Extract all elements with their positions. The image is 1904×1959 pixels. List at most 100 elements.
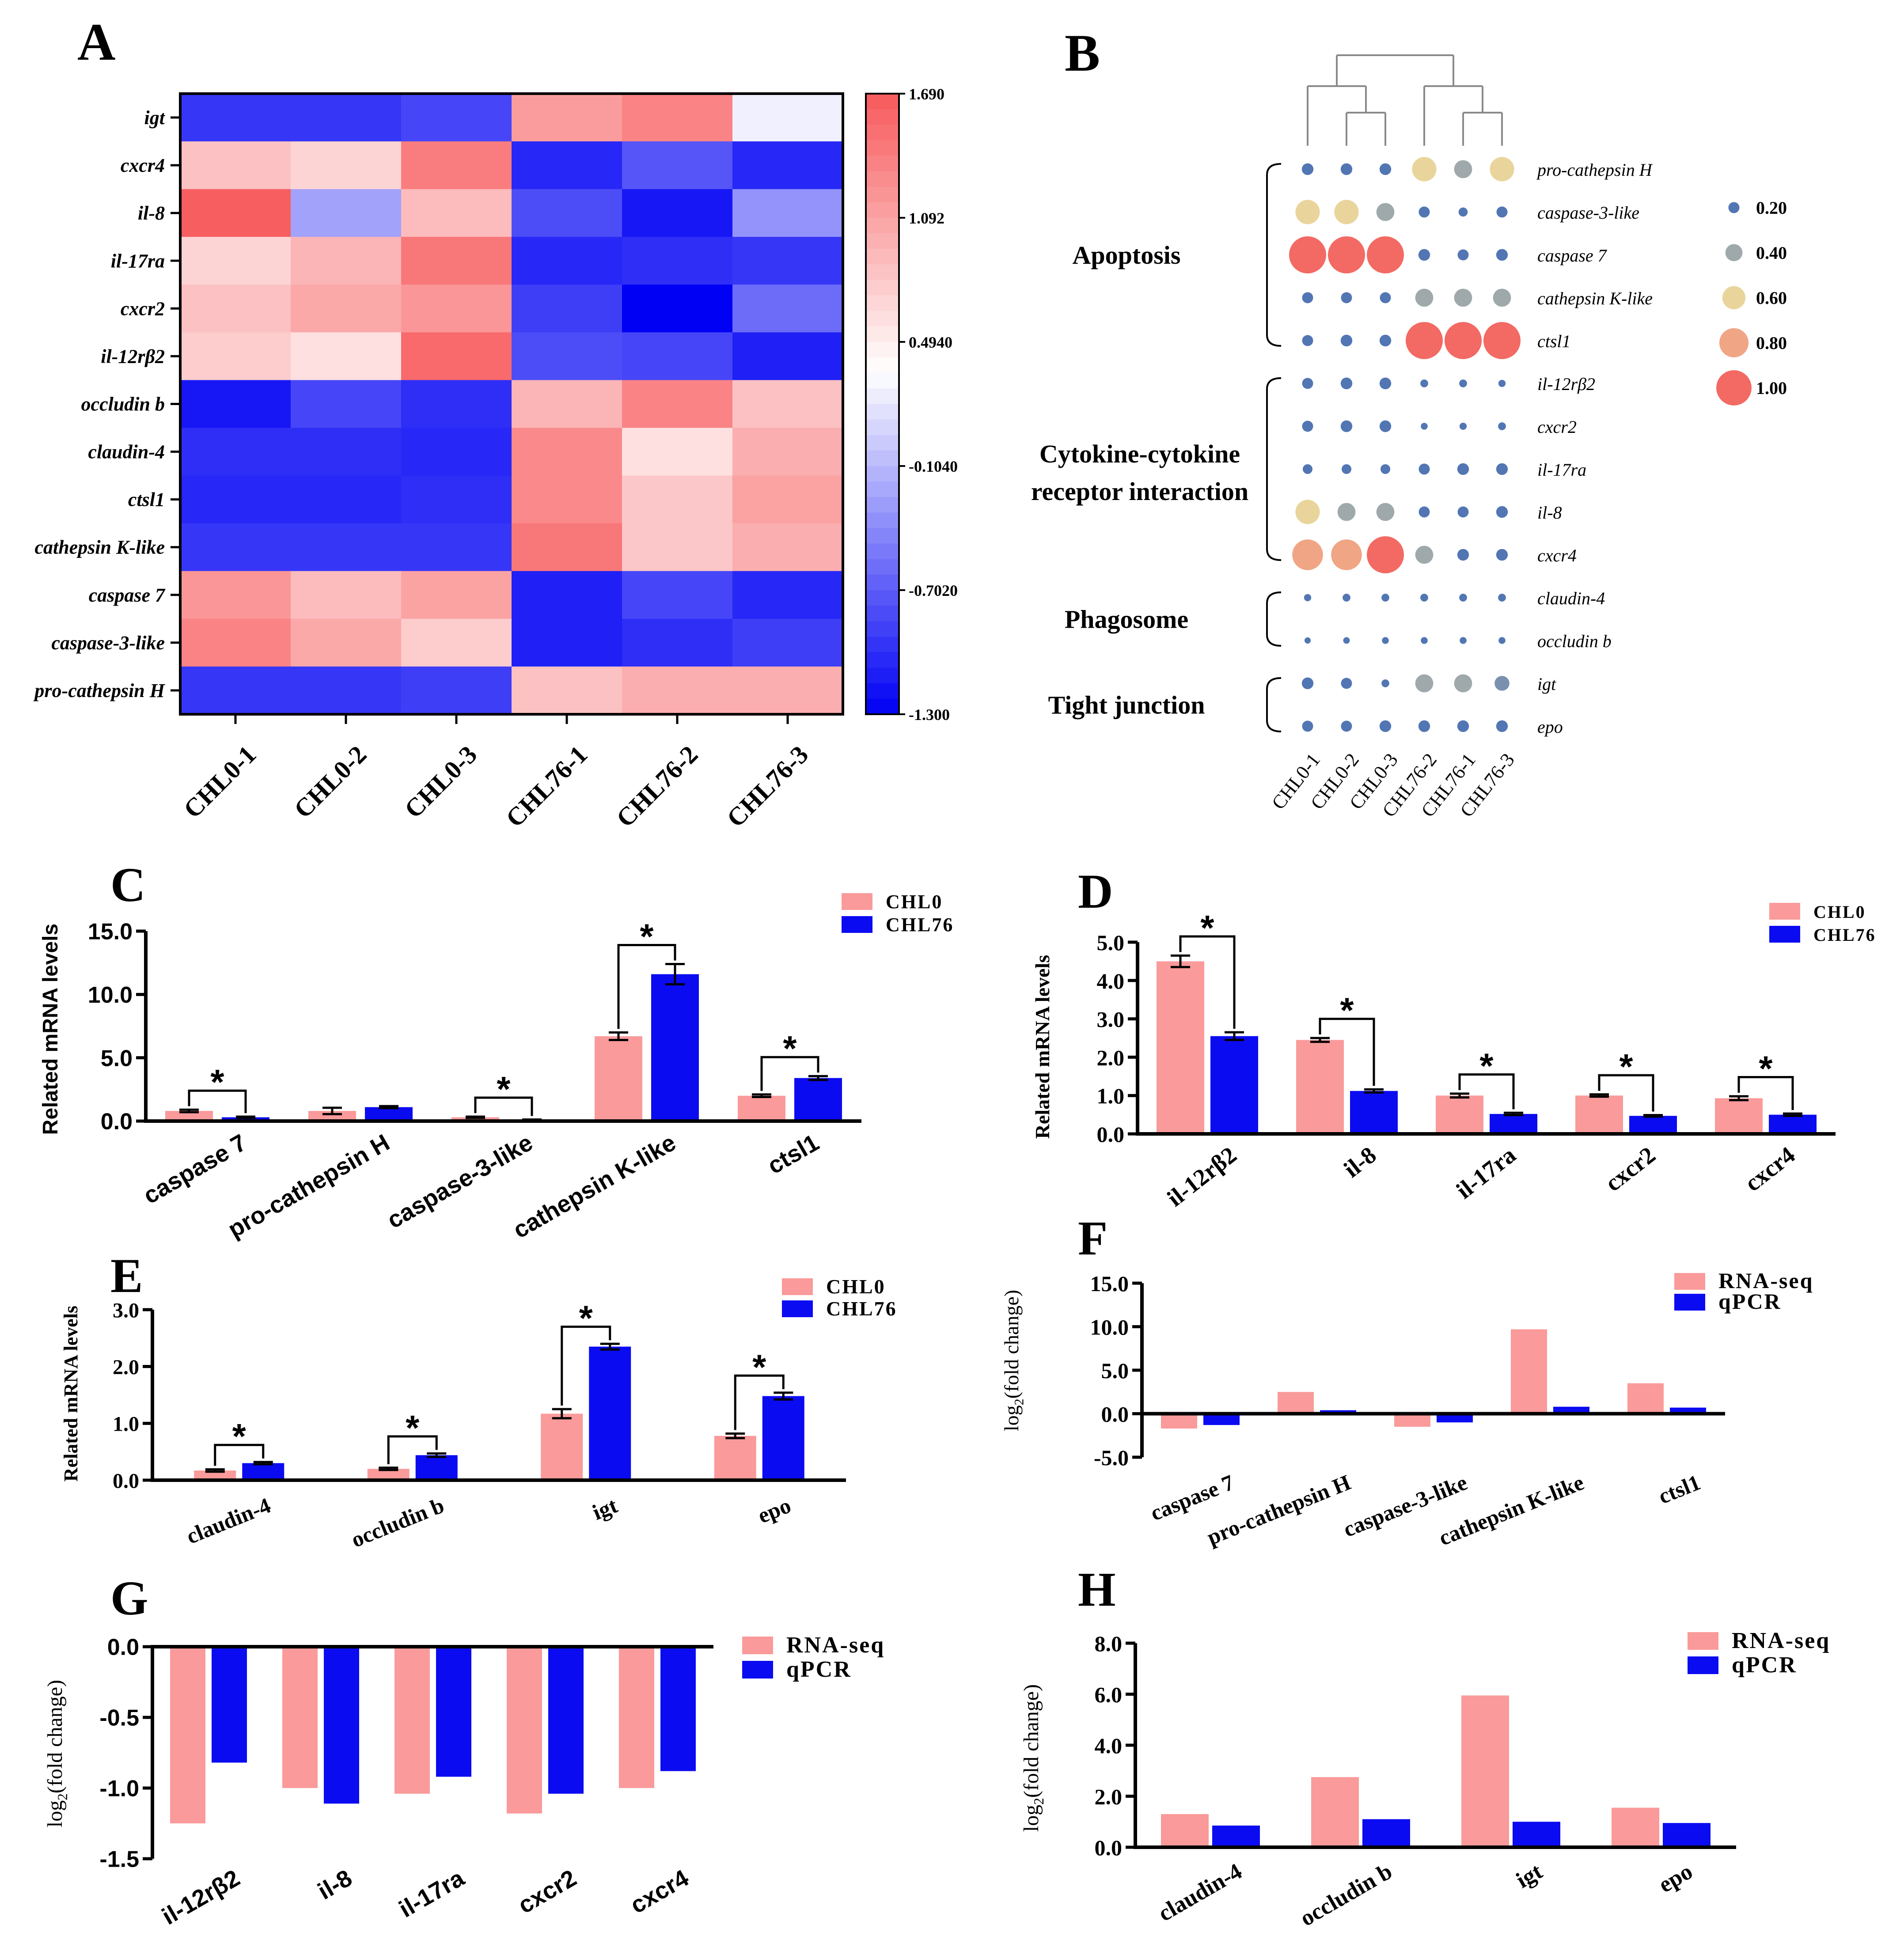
dot: [1459, 594, 1467, 602]
dot: [1304, 637, 1311, 644]
y-tick-label: 3.0: [1097, 1007, 1125, 1032]
bar: [619, 1647, 654, 1788]
bar: [1490, 1114, 1537, 1134]
dot: [1498, 379, 1506, 387]
dot: [1421, 423, 1428, 430]
heatmap-cell: [401, 428, 512, 476]
legend-label: CHL0: [886, 891, 943, 913]
y-tick-label: 0.0: [101, 1109, 133, 1135]
bar: [541, 1413, 583, 1480]
heatmap-cell: [180, 332, 291, 380]
significance-star: *: [640, 917, 654, 956]
bar: [436, 1647, 471, 1777]
dot: [1454, 288, 1472, 307]
bar: [1511, 1329, 1547, 1414]
bar: [1311, 1777, 1359, 1847]
dot: [1496, 506, 1508, 518]
legend-swatch: [1674, 1273, 1705, 1290]
y-tick-label: 0.0: [1101, 1402, 1129, 1427]
legend-label: qPCR: [1718, 1289, 1782, 1314]
heatmap-cell: [512, 571, 622, 619]
colorbar-segment: [866, 466, 899, 482]
legend-swatch: [742, 1661, 773, 1679]
bar: [1715, 1098, 1763, 1134]
dot-row-label: cathepsin K-like: [1537, 288, 1653, 308]
colorbar-segment: [866, 357, 899, 373]
colorbar-segment: [866, 171, 899, 187]
significance-bracket: [1458, 1073, 1515, 1110]
heatmap-row-label: il-17ra: [111, 250, 165, 272]
dot: [1457, 549, 1469, 561]
colorbar-segment: [866, 667, 899, 684]
dot: [1340, 334, 1353, 347]
heatmap-row-label: il-8: [138, 202, 165, 224]
colorbar-segment: [866, 698, 899, 715]
bar: [222, 1117, 269, 1121]
panel-letter-c: C: [110, 858, 145, 912]
legend-swatch: [1769, 926, 1800, 943]
heatmap-cell: [622, 141, 733, 189]
legend-label: RNA-seq: [1732, 1628, 1830, 1653]
bar: [1627, 1383, 1664, 1414]
heatmap-cell: [622, 284, 733, 333]
heatmap-cell: [291, 475, 402, 524]
dot: [1295, 200, 1320, 224]
dot: [1379, 334, 1392, 347]
colorbar-segment: [866, 109, 899, 125]
heatmap-row-label: igt: [144, 107, 166, 129]
bar: [451, 1117, 499, 1121]
y-tick-label: 2.0: [113, 1356, 139, 1379]
legend-label: qPCR: [786, 1657, 852, 1682]
dot-row-label: epo: [1537, 717, 1563, 737]
dot: [1381, 679, 1389, 687]
heatmap-cell: [291, 284, 402, 333]
dot: [1341, 720, 1352, 732]
significance-bracket: [561, 1326, 611, 1406]
legend-swatch: [782, 1300, 813, 1317]
heatmap-cell: [732, 666, 843, 715]
dot: [1379, 377, 1392, 390]
legend-label: CHL0: [826, 1275, 886, 1298]
dot: [1493, 288, 1511, 307]
dot: [1496, 249, 1508, 261]
bar: [1513, 1822, 1560, 1847]
heatmap-cell: [512, 189, 622, 237]
y-tick-label: 0.0: [1095, 1835, 1123, 1860]
y-tick-label: -5.0: [1094, 1445, 1129, 1470]
dot: [1458, 207, 1468, 217]
heatmap-cell: [180, 189, 291, 237]
group-bracket: [1266, 377, 1282, 561]
dot: [1343, 637, 1350, 644]
heatmap-cell: [401, 284, 512, 333]
heatmap-cell: [732, 428, 843, 476]
heatmap-cell: [512, 428, 622, 476]
bar: [1629, 1116, 1677, 1134]
dot-row-label: il-8: [1537, 503, 1562, 523]
colorbar-segment: [866, 621, 899, 637]
y-tick-label: 5.0: [1097, 930, 1125, 955]
bar: [394, 1647, 430, 1794]
heatmap-cell: [401, 380, 512, 428]
heatmap-row-label: cxcr2: [121, 298, 165, 319]
colorbar-segment: [866, 186, 899, 203]
legend-label: RNA-seq: [786, 1633, 885, 1658]
bar: [365, 1107, 413, 1121]
heatmap-cell: [622, 189, 733, 237]
heatmap-cell: [732, 94, 843, 142]
heatmap-cell: [732, 380, 843, 428]
colorbar-segment: [866, 512, 899, 529]
bar: [1157, 961, 1204, 1134]
dot: [1380, 464, 1391, 474]
y-tick-label: 4.0: [1097, 969, 1125, 993]
dot: [1334, 200, 1359, 224]
heatmap-cell: [401, 141, 512, 189]
dot: [1367, 536, 1404, 573]
y-tick-label: 2.0: [1095, 1785, 1123, 1809]
colorbar-segment: [866, 590, 899, 606]
y-tick-label: 0.0: [113, 1469, 139, 1493]
heatmap-cell: [180, 284, 291, 333]
dot: [1412, 157, 1437, 182]
heatmap-cell: [291, 666, 402, 715]
y-tick-label: 15.0: [88, 919, 133, 945]
bar: [1394, 1413, 1430, 1427]
